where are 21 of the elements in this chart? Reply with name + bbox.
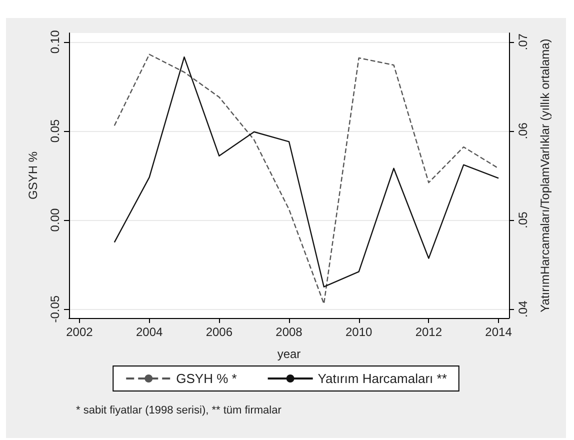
- y-tick-label: 0.00: [48, 208, 62, 232]
- legend-label: GSYH % *: [176, 371, 237, 386]
- y-tick-label: 0.05: [48, 118, 62, 143]
- x-tick-label: 2008: [276, 325, 303, 339]
- y2-axis-title: YatırımHarcamaları/ToplamVarlıklar (yıllık ortalama): [538, 38, 552, 312]
- text: * sabit fiyatlar (1998 serisi), ** tüm firmalar: [76, 404, 282, 416]
- x-tick-label: 2010: [345, 325, 373, 339]
- y-tick-label: -0.05: [48, 295, 62, 323]
- y2-tick-label: .06: [516, 122, 530, 140]
- y2-tick-label: .04: [516, 300, 530, 318]
- y-tick-label: 0.10: [48, 30, 62, 54]
- y2-tick-label: .05: [516, 211, 530, 228]
- x-tick-label: 2014: [485, 325, 512, 339]
- x-tick-label: 2012: [415, 325, 442, 339]
- x-tick-label: 2002: [66, 325, 94, 339]
- x-tick-label: 2006: [206, 325, 233, 339]
- x-axis-title: year: [277, 347, 301, 361]
- y2-tick-label: .07: [516, 33, 530, 50]
- y-axis-title: GSYH %: [26, 151, 40, 200]
- legend-label: Yatırım Harcamaları **: [318, 371, 447, 386]
- x-tick-label: 2004: [136, 325, 163, 339]
